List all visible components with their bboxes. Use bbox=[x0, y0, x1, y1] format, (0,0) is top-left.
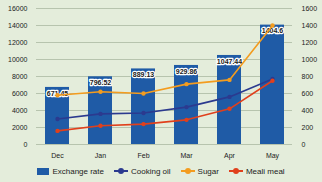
svg-text:10000: 10000 bbox=[8, 56, 28, 63]
svg-text:1400: 1400 bbox=[302, 22, 318, 29]
svg-text:Dec: Dec bbox=[51, 152, 64, 159]
svg-text:Feb: Feb bbox=[137, 152, 149, 159]
svg-text:1600: 1600 bbox=[302, 5, 318, 12]
svg-text:1000: 1000 bbox=[302, 56, 318, 63]
svg-text:12000: 12000 bbox=[8, 39, 28, 46]
svg-text:600: 600 bbox=[302, 90, 314, 97]
svg-text:Jan: Jan bbox=[95, 152, 106, 159]
html-text:Cooking oil: Cooking oil bbox=[131, 166, 171, 176]
svg-text:1047.44: 1047.44 bbox=[217, 58, 242, 65]
svg-text:889.13: 889.13 bbox=[133, 71, 155, 78]
html-text:Meali meal: Meali meal bbox=[245, 166, 285, 176]
svg-text:796.52: 796.52 bbox=[90, 79, 112, 86]
svg-text:0: 0 bbox=[24, 141, 28, 148]
svg-text:929.86: 929.86 bbox=[176, 68, 198, 75]
svg-text:6000: 6000 bbox=[12, 90, 28, 97]
svg-text:0: 0 bbox=[302, 141, 306, 148]
svg-text:May: May bbox=[266, 152, 280, 160]
svg-text:Apr: Apr bbox=[224, 152, 236, 160]
svg-text:200: 200 bbox=[302, 124, 314, 131]
svg-text:1200: 1200 bbox=[302, 39, 318, 46]
svg-text:671.45: 671.45 bbox=[47, 90, 69, 97]
svg-text:4000: 4000 bbox=[12, 107, 28, 114]
svg-text:400: 400 bbox=[302, 107, 314, 114]
svg-text:16000: 16000 bbox=[8, 5, 28, 12]
html-text:Sugar: Sugar bbox=[197, 166, 219, 176]
svg-text:800: 800 bbox=[302, 73, 314, 80]
html-text:Exchange rate: Exchange rate bbox=[52, 166, 104, 176]
svg-text:14000: 14000 bbox=[8, 22, 28, 29]
svg-text:8000: 8000 bbox=[12, 73, 28, 80]
svg-text:2000: 2000 bbox=[12, 124, 28, 131]
svg-text:Mar: Mar bbox=[180, 152, 193, 159]
svg-text:1404.6: 1404.6 bbox=[262, 27, 284, 34]
